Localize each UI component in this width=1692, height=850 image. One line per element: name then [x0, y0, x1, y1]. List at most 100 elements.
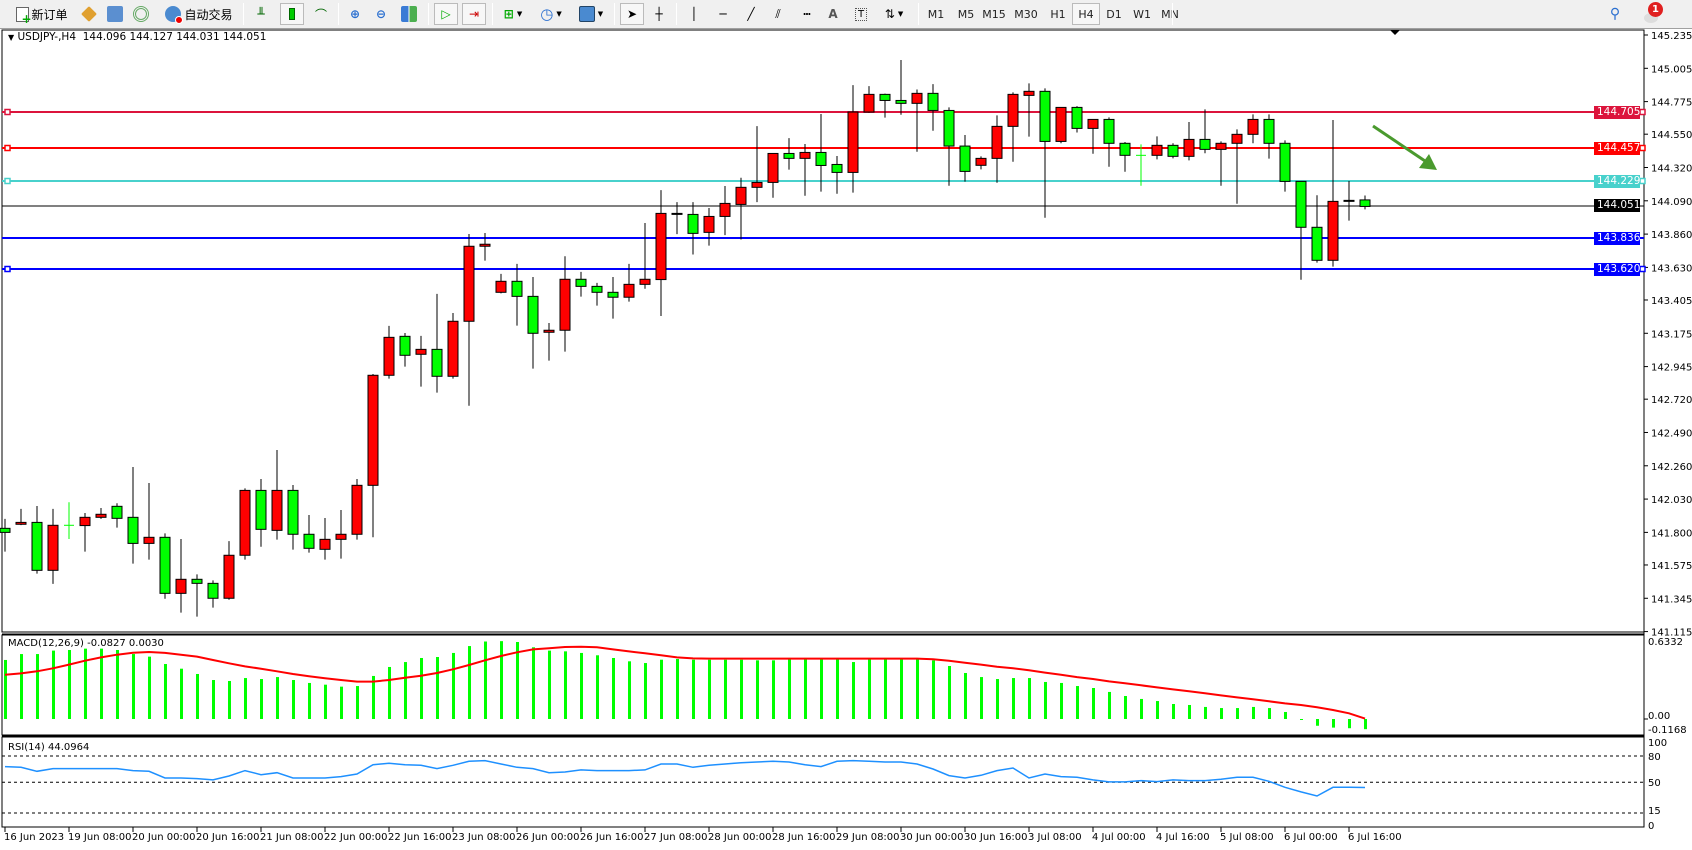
price-tick-label: 142.260	[1651, 462, 1692, 473]
channel-button[interactable]: ⫽	[766, 3, 790, 25]
chevron-down-icon: ▼	[897, 10, 904, 18]
timeframe-m5[interactable]: M5	[957, 7, 975, 21]
macd-histogram-bar	[1268, 708, 1271, 719]
candle-bear	[207, 582, 219, 599]
candle-bull	[655, 212, 667, 281]
line-handle[interactable]	[1639, 144, 1646, 152]
candlestick-button[interactable]	[280, 3, 304, 25]
line-handle[interactable]	[4, 108, 11, 116]
fibonacci-button[interactable]: ┅	[794, 3, 818, 25]
macd-histogram-bar	[1012, 678, 1015, 719]
macd-histogram-bar	[612, 657, 615, 719]
timeframe-m30[interactable]: M30	[1014, 7, 1038, 21]
main-chart-pane[interactable]	[1, 29, 1645, 633]
timeframe-mn[interactable]: MN	[1161, 7, 1179, 21]
timeframe-m1[interactable]: M1	[927, 7, 945, 21]
arrows-button[interactable]: ⇅ ▼	[876, 3, 912, 25]
candle-bear	[1359, 199, 1371, 207]
market-watch-button[interactable]	[104, 3, 126, 25]
chart-info: ▼ USDJPY-,H4 144.096 144.127 144.031 144…	[8, 31, 266, 43]
candle-bull	[351, 484, 363, 535]
candle-bear	[879, 93, 891, 101]
candle-bear	[31, 521, 43, 571]
line-handle[interactable]	[1639, 177, 1646, 185]
arrow-annotation[interactable]	[1372, 124, 1429, 165]
candle-bear	[1167, 144, 1179, 157]
bar-chart-button[interactable]: ╨	[250, 3, 272, 25]
line-handle[interactable]	[1639, 265, 1646, 273]
toolbar-separator	[492, 3, 493, 25]
timeframe-d1[interactable]: D1	[1106, 7, 1122, 21]
price-line-label: 144.229	[1594, 175, 1640, 188]
macd-histogram-bar	[1172, 703, 1175, 719]
auto-scroll-button[interactable]: ▷	[434, 3, 458, 25]
macd-histogram-bar	[84, 648, 87, 719]
chart-shift-marker-icon[interactable]	[1390, 30, 1400, 35]
candle-bull	[863, 93, 875, 113]
candle-bull	[415, 348, 427, 355]
candle-bull	[623, 283, 635, 298]
candle-bear	[831, 163, 843, 173]
macd-readout: -0.0827 0.0030	[87, 638, 164, 649]
chart-shift-button[interactable]: ⇥	[462, 3, 486, 25]
timeframe-h4[interactable]: H4	[1072, 3, 1100, 25]
timeframe-m15[interactable]: M15	[982, 7, 1006, 21]
macd-histogram-bar	[68, 649, 71, 719]
chart-menu-triangle-icon[interactable]: ▼	[8, 33, 15, 42]
time-tick-label: 26 Jun 16:00	[580, 832, 644, 843]
price-tick-label: 141.575	[1651, 561, 1692, 572]
time-tick-label: 3 Jul 08:00	[1028, 832, 1082, 843]
vertical-line-button[interactable]: │	[684, 3, 704, 25]
candle-bull	[847, 111, 859, 173]
tile-windows-button[interactable]	[398, 3, 420, 25]
time-tick-label: 4 Jul 16:00	[1156, 832, 1210, 843]
price-tick-label: 144.550	[1651, 130, 1692, 141]
time-tick-label: 22 Jun 16:00	[388, 832, 452, 843]
auto-trading-button[interactable]: 自动交易	[158, 3, 240, 25]
cursor-button[interactable]: ➤	[620, 3, 644, 25]
crosshair-button[interactable]: ┼	[648, 3, 670, 25]
timeframe-h1[interactable]: H1	[1050, 7, 1066, 21]
candle-bull	[1087, 118, 1099, 129]
signals-button[interactable]	[130, 3, 152, 25]
line-handle[interactable]	[4, 144, 11, 152]
new-order-button[interactable]: + 新订单	[12, 3, 72, 25]
line-handle[interactable]	[4, 177, 11, 185]
zoom-out-button[interactable]: ⊖	[370, 3, 392, 25]
macd-histogram-bar	[324, 684, 327, 719]
vertical-line-icon: │	[690, 7, 698, 21]
macd-histogram-bar	[772, 660, 775, 719]
horizontal-line-button[interactable]: ─	[712, 3, 734, 25]
line-handle[interactable]	[4, 265, 11, 273]
rsi-readout: 44.0964	[47, 742, 90, 753]
price-tick-label: 144.320	[1651, 163, 1692, 174]
zoom-in-button[interactable]: ⊕	[344, 3, 366, 25]
rsi-scale-label: 15	[1648, 806, 1661, 817]
new-chart-button[interactable]: ⊞ ▼	[496, 3, 530, 25]
periods-button[interactable]: ◷ ▼	[534, 3, 568, 25]
macd-histogram-bar	[852, 662, 855, 719]
line-handle[interactable]	[1639, 108, 1646, 116]
text-label-button[interactable]: T	[850, 3, 872, 25]
chart-shift-icon: ⇥	[468, 7, 480, 21]
timeframe-w1[interactable]: W1	[1133, 7, 1151, 21]
toolbar-separator	[614, 3, 615, 25]
candle-bull	[447, 320, 459, 377]
candle-bear	[1263, 118, 1275, 144]
line-chart-button[interactable]: ⌒	[310, 3, 332, 25]
line-chart-icon: ⌒	[314, 7, 327, 22]
candle-bull	[335, 533, 347, 540]
text-button[interactable]: A	[822, 3, 844, 25]
macd-scale-label: 0.6332	[1648, 637, 1683, 648]
notification-button[interactable]: 1	[1636, 2, 1666, 25]
candle-bull	[319, 538, 331, 550]
ohlc-readout: 144.096 144.127 144.031 144.051	[82, 31, 267, 43]
macd-histogram-bar	[564, 651, 567, 719]
macd-histogram-bar	[132, 654, 135, 719]
search-button[interactable]: ⚲	[1604, 3, 1626, 25]
trendline-button[interactable]: ╱	[740, 3, 762, 25]
candle-bull	[911, 92, 923, 104]
time-tick-label: 16 Jun 2023	[4, 832, 64, 843]
templates-button[interactable]: ▼	[574, 3, 608, 25]
